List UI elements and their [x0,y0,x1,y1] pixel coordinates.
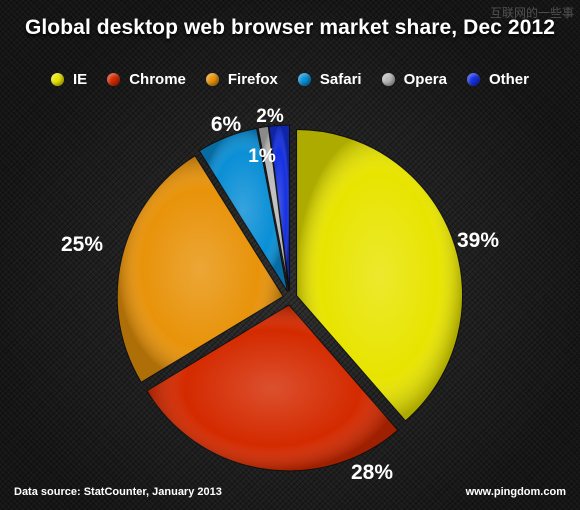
legend-item-chrome: Chrome [107,71,186,88]
pie-slice-shading-firefox [117,155,284,383]
legend-item-ie: IE [51,71,87,88]
pie-slice-shading-opera [258,126,289,292]
legend-label-ie: IE [73,71,88,88]
legend-item-other: Other [466,71,529,88]
slice-label-other: 2% [256,106,284,127]
pie-slice-shading-safari [199,128,288,292]
legend-label-opera: Opera [403,71,447,88]
legend-swatch-ie [51,73,65,86]
watermark-text: 互联网的一些事 [489,6,574,20]
slice-label-ie: 39% [457,229,499,252]
data-source-text: Data source: StatCounter, January 2013 [14,486,222,498]
legend-swatch-firefox [205,73,219,86]
chart-title: Global desktop web browser market share,… [24,16,556,39]
legend-label-chrome: Chrome [129,71,186,88]
legend-label-firefox: Firefox [227,71,278,88]
pie-slice-shading-other [268,125,290,292]
site-url-text: www.pingdom.com [465,486,566,498]
legend-swatch-safari [297,73,311,86]
chart-legend: IE Chrome Firefox Safari Opera Other [0,71,580,88]
slice-label-opera: 1% [248,146,276,167]
legend-swatch-other [466,73,480,86]
legend-item-opera: Opera [381,71,447,88]
pie-slice-shading-chrome [146,304,398,471]
slice-label-chrome: 28% [351,461,393,484]
pie-slice-shading-ie [296,129,463,421]
slice-label-safari: 6% [211,113,242,136]
legend-label-other: Other [488,71,529,88]
slice-label-firefox: 25% [61,233,103,256]
legend-swatch-opera [381,73,395,86]
legend-item-safari: Safari [297,71,362,88]
legend-label-safari: Safari [319,71,362,88]
legend-swatch-chrome [107,73,121,86]
legend-item-firefox: Firefox [205,71,278,88]
